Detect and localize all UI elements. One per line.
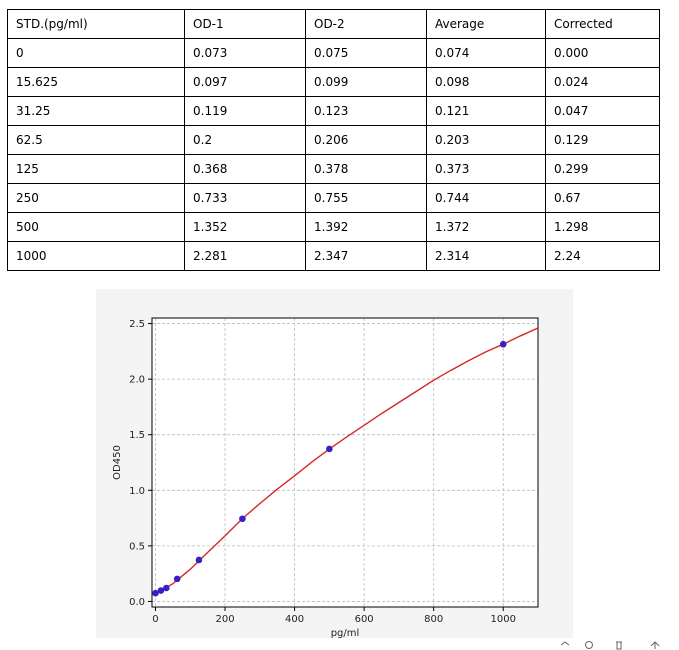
fit-curve xyxy=(155,327,538,595)
bottom-strip xyxy=(0,640,679,650)
table-cell: 0.000 xyxy=(545,38,660,68)
table-cell: 2.314 xyxy=(426,241,546,271)
data-point xyxy=(152,589,159,597)
y-tick-label: 2.5 xyxy=(129,319,145,330)
table-cell: 1.392 xyxy=(305,212,427,242)
table-cell: 500 xyxy=(7,212,185,242)
table-cell: 0.368 xyxy=(184,154,306,184)
y-tick-label: 2.0 xyxy=(129,375,145,386)
table-cell: 0.099 xyxy=(305,67,427,97)
standard-curve-table: STD.(pg/ml) OD-1 OD-2 Average Corrected 0 0.07… xyxy=(7,9,660,271)
table-header-cell: OD-1 xyxy=(184,9,306,39)
x-tick-label: 800 xyxy=(424,614,443,625)
table-cell: 0.373 xyxy=(426,154,546,184)
table-cell: 0.074 xyxy=(426,38,546,68)
data-point xyxy=(163,584,170,592)
data-point xyxy=(195,556,203,564)
table-cell: 2.347 xyxy=(305,241,427,271)
table-cell: 1.352 xyxy=(184,212,306,242)
y-tick-label: 0.5 xyxy=(129,541,145,552)
table-row: 62.5 0.2 0.206 0.203 0.129 xyxy=(7,125,660,155)
data-point xyxy=(499,340,507,348)
table-row: 500 1.352 1.392 1.372 1.298 xyxy=(7,212,660,242)
table-cell: 0.67 xyxy=(545,183,660,213)
data-point xyxy=(173,575,181,583)
table-cell: 1.298 xyxy=(545,212,660,242)
window-control-icon-3[interactable] xyxy=(614,640,624,650)
y-tick-label: 0.0 xyxy=(129,597,145,608)
window-control-icon-1[interactable] xyxy=(560,640,570,650)
table-cell: 0.119 xyxy=(184,96,306,126)
table-cell: 1000 xyxy=(7,241,185,271)
table-header-cell: OD-2 xyxy=(305,9,427,39)
y-axis-label: OD450 xyxy=(112,445,123,480)
table-header-cell: STD.(pg/ml) xyxy=(7,9,185,39)
table-cell: 125 xyxy=(7,154,185,184)
table-cell: 0.098 xyxy=(426,67,546,97)
plot-area xyxy=(152,318,538,607)
x-tick-label: 600 xyxy=(355,614,374,625)
table-cell: 0.024 xyxy=(545,67,660,97)
data-point xyxy=(326,445,333,453)
standard-curve-chart: 0 200 400 600 800 1000 0.0 0.5 1.0 1.5 2.0 2.5 pg/ml… xyxy=(96,289,573,638)
table-cell: 0.047 xyxy=(545,96,660,126)
table-cell: 2.24 xyxy=(545,241,660,271)
table-header-cell: Average xyxy=(426,9,546,39)
table-cell: 0.075 xyxy=(305,38,427,68)
table-cell: 62.5 xyxy=(7,125,185,155)
table-header-row: STD.(pg/ml) OD-1 OD-2 Average Corrected xyxy=(7,9,660,39)
table-cell: 0.121 xyxy=(426,96,546,126)
table-row: 31.25 0.119 0.123 0.121 0.047 xyxy=(7,96,660,126)
table-row: 125 0.368 0.378 0.373 0.299 xyxy=(7,154,660,184)
table-cell: 0.097 xyxy=(184,67,306,97)
table-row: 250 0.733 0.755 0.744 0.67 xyxy=(7,183,660,213)
table-cell: 15.625 xyxy=(7,67,185,97)
y-tick-label: 1.0 xyxy=(129,486,145,497)
data-point xyxy=(157,587,165,594)
data-point xyxy=(239,515,246,523)
x-tick-label: 200 xyxy=(215,614,234,625)
table-cell: 0.206 xyxy=(305,125,427,155)
window-control-icon-2[interactable] xyxy=(584,640,594,650)
table-cell: 0.755 xyxy=(305,183,427,213)
table-cell: 0 xyxy=(7,38,185,68)
table-cell: 31.25 xyxy=(7,96,185,126)
window-control-icon-4[interactable] xyxy=(650,640,660,650)
x-axis-label: pg/ml xyxy=(331,628,360,638)
table-cell: 2.281 xyxy=(184,241,306,271)
table-cell: 0.299 xyxy=(545,154,660,184)
table-cell: 0.129 xyxy=(545,125,660,155)
table-row: 0 0.073 0.075 0.074 0.000 xyxy=(7,38,660,68)
x-tick-label: 0 xyxy=(152,614,158,625)
x-tick-label: 1000 xyxy=(490,614,515,625)
table-row: 15.625 0.097 0.099 0.098 0.024 xyxy=(7,67,660,97)
plot-frame xyxy=(151,317,539,608)
table-cell: 0.378 xyxy=(305,154,427,184)
table-cell: 0.744 xyxy=(426,183,546,213)
table-cell: 250 xyxy=(7,183,185,213)
y-tick-label: 1.5 xyxy=(129,430,145,441)
table-header-cell: Corrected xyxy=(545,9,660,39)
table-row: 1000 2.281 2.347 2.314 2.24 xyxy=(7,241,660,271)
table-cell: 0.073 xyxy=(184,38,306,68)
table-cell: 0.203 xyxy=(426,125,546,155)
table-cell: 0.123 xyxy=(305,96,427,126)
chart-canvas: 0 200 400 600 800 1000 0.0 0.5 1.0 1.5 2.0 2.5 pg/ml… xyxy=(112,317,539,638)
table-cell: 0.733 xyxy=(184,183,306,213)
table-cell: 0.2 xyxy=(184,125,306,155)
table-cell: 1.372 xyxy=(426,212,546,242)
x-tick-label: 400 xyxy=(285,614,304,625)
